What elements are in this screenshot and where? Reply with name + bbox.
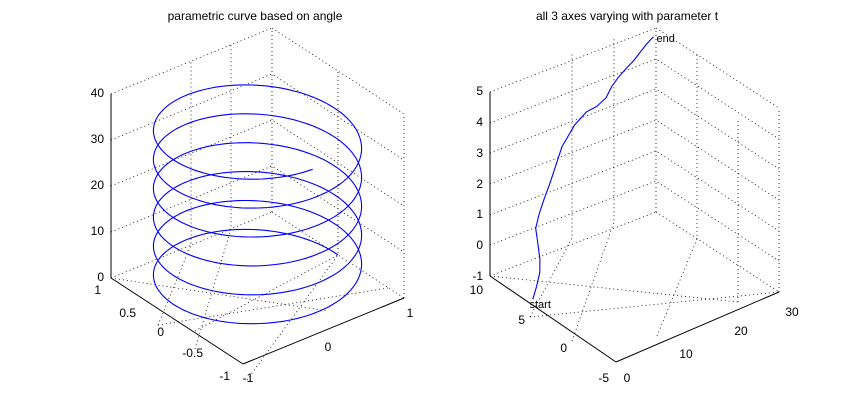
chart-left: parametric curve based on angle 0	[91, 9, 414, 385]
grid-left-x-mid	[194, 71, 339, 332]
chart-right-x-axis-line	[615, 291, 780, 363]
chart-right-y-tick-0: 0	[560, 341, 567, 355]
grid-left-z20	[110, 119, 405, 207]
grid-r-z3	[489, 88, 780, 170]
grid-r-back-left-floor-edge	[489, 211, 657, 277]
chart-right-z-tick-4: 4	[476, 115, 483, 129]
chart-left-z-tick-40: 40	[91, 86, 105, 100]
chart-left-y-tick-0: 0	[157, 325, 164, 339]
chart-left-z-tick-10: 10	[91, 224, 105, 238]
grid-left-z30	[110, 73, 405, 161]
chart-left-grid	[110, 27, 405, 381]
chart-right-z-tick-1: 1	[476, 207, 483, 221]
chart-right-series-curve	[532, 36, 654, 300]
chart-right-grid	[489, 27, 780, 342]
chart-left-series-helix	[152, 84, 363, 325]
chart-right-y-tick--5: -5	[598, 371, 609, 385]
chart-right-x-tick-10: 10	[679, 347, 693, 361]
chart-right-axes	[489, 92, 780, 363]
grid-back-left-floor-edge	[110, 211, 273, 279]
chart-left-x-tick-1: 1	[407, 306, 414, 320]
chart-right-ticks: -1 0 1 2 3 4 5 10 5 0 -5 0 10 20 30	[470, 84, 799, 385]
grid-left-floor-y	[246, 254, 339, 381]
grid-r-z0	[489, 180, 780, 262]
chart-left-z-tick-30: 30	[91, 132, 105, 146]
grid-r-back-right-floor-edge	[655, 211, 780, 293]
grid-back-right-top-edge	[271, 27, 405, 115]
chart-left-axes	[110, 94, 405, 365]
chart-left-x-tick--1: -1	[243, 371, 254, 385]
chart-right-x-tick-0: 0	[624, 371, 631, 385]
annotation-start: start	[530, 299, 551, 311]
chart-right: all 3 axes varying with parameter t	[470, 9, 799, 385]
chart-right-x-tick-20: 20	[734, 324, 748, 338]
chart-left-y-tick--0.5: -0.5	[182, 346, 203, 360]
chart-left-ticks: 0 10 20 30 40 1 0.5 0 -0.5 -1 -1 0 1	[91, 86, 414, 385]
chart-right-z-tick--1: -1	[472, 269, 483, 283]
grid-r-back-left-top-edge	[489, 27, 657, 93]
chart-left-x-axis-line	[242, 297, 405, 365]
grid-left-floor-x	[110, 277, 329, 312]
chart-left-z-tick-20: 20	[91, 178, 105, 192]
grid-r-y5	[529, 54, 573, 318]
chart-left-z-tick-0: 0	[97, 270, 104, 284]
chart-left-y-tick--1: -1	[219, 369, 230, 383]
chart-left-x-tick-0: 0	[325, 340, 332, 354]
chart-left-title: parametric curve based on angle	[168, 9, 343, 23]
chart-right-z-tick-3: 3	[476, 146, 483, 160]
grid-r-floor-x	[489, 275, 739, 303]
grid-r-x10	[656, 55, 698, 337]
chart-left-y-tick-0.5: 0.5	[119, 306, 136, 320]
chart-right-y-axis-line	[489, 275, 617, 363]
grid-r-z4	[489, 58, 780, 140]
chart-right-y-tick-10: 10	[470, 283, 484, 297]
chart-left-y-tick-1: 1	[94, 283, 101, 297]
grid-r-y0	[571, 38, 615, 342]
chart-right-z-tick-2: 2	[476, 177, 483, 191]
grid-r-z2	[489, 119, 780, 201]
annotation-end: end	[657, 33, 675, 45]
grid-left-y-mid	[157, 61, 192, 326]
chart-right-title: all 3 axes varying with parameter t	[536, 9, 719, 23]
chart-right-z-tick-5: 5	[476, 84, 483, 98]
grid-r-back-right-top-edge	[655, 27, 780, 109]
chart-right-y-tick-5: 5	[518, 313, 525, 327]
grid-left-floor-x2	[157, 287, 389, 326]
chart-left-y-axis-line	[110, 277, 244, 365]
grid-r-floor-x2	[529, 291, 780, 318]
chart-right-x-tick-30: 30	[785, 305, 799, 319]
grid-r-z1	[489, 150, 780, 232]
grid-back-left-top-edge	[110, 27, 273, 95]
chart-right-z-tick-0: 0	[476, 238, 483, 252]
